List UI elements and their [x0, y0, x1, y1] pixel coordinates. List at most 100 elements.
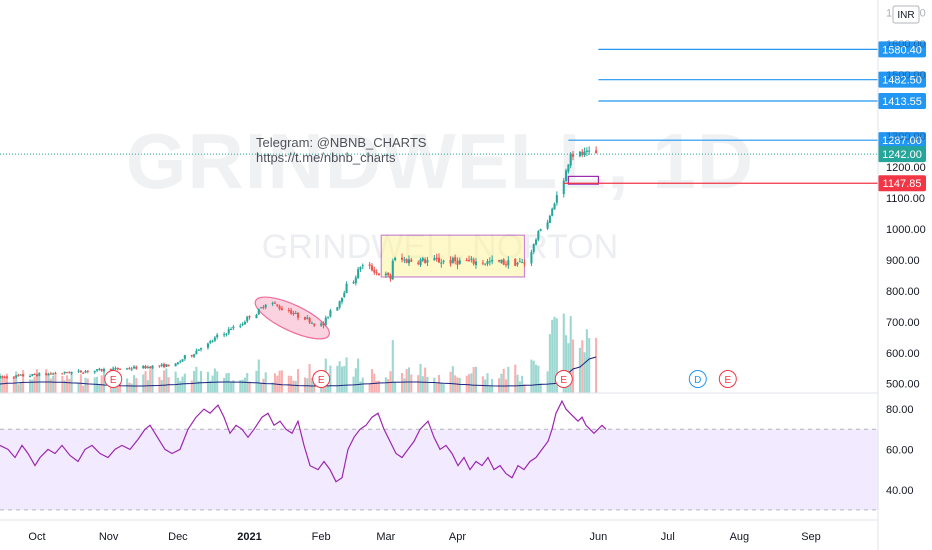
volume-bar: [417, 375, 420, 393]
currency-badge[interactable]: [892, 5, 920, 24]
volume-bar: [28, 379, 32, 393]
candle-body: [521, 262, 524, 264]
level-label: 1242.00: [882, 149, 922, 161]
candle-body: [338, 301, 341, 308]
candle-body: [174, 363, 177, 367]
candle-body: [86, 370, 89, 372]
volume-bar: [384, 377, 387, 393]
candle-body: [491, 259, 494, 262]
volume-bar: [486, 373, 489, 393]
rsi-axis[interactable]: 40.00 60.00 80.00: [886, 404, 914, 497]
candle-body: [306, 317, 309, 319]
volume-bar: [310, 377, 313, 393]
candle-body: [595, 150, 598, 153]
volume-bar: [530, 359, 533, 393]
candle-body: [297, 312, 300, 318]
candle-body: [583, 151, 586, 156]
volume-bar: [195, 366, 198, 393]
volume-bar: [507, 366, 510, 393]
volume-bar: [523, 384, 526, 393]
event-marker[interactable]: [718, 370, 737, 388]
volume-bar: [426, 376, 429, 393]
candle-body: [530, 252, 533, 264]
level-label-box: [878, 132, 926, 149]
time-axis[interactable]: Oct Nov Dec 2021 Feb Mar Apr Jun Jul Aug Sep: [28, 531, 820, 543]
time-tick-label: Jun: [590, 531, 608, 543]
candle-body: [149, 366, 152, 369]
candle-body: [213, 337, 216, 341]
volume-bar: [481, 376, 484, 393]
volume-bar: [77, 383, 80, 393]
volume-bar: [47, 374, 50, 393]
candle-body: [273, 302, 276, 304]
volume-bar: [400, 373, 404, 393]
volume-bar: [403, 378, 406, 393]
candle-body: [320, 323, 323, 326]
level-label: 1287.00: [882, 135, 922, 147]
price-tick-label: 1000.00: [886, 224, 926, 236]
candle-body: [49, 373, 52, 375]
candle-body: [571, 154, 575, 157]
telegram-info: Telegram: @NBNB_CHARTS: [256, 135, 427, 150]
annotations-front: [567, 175, 600, 185]
candle-body: [405, 259, 408, 263]
candle-body: [52, 373, 55, 375]
level-label: 1147.85: [883, 178, 922, 190]
volume-bar: [521, 375, 524, 393]
volume-bar: [63, 380, 66, 393]
volume-bar: [144, 371, 147, 393]
volume-bar: [442, 384, 445, 393]
candle-body: [167, 364, 170, 367]
candle-body: [93, 370, 96, 373]
candle-body: [278, 306, 281, 309]
volume-bar: [354, 368, 357, 393]
candle-body: [70, 371, 73, 374]
candle-body: [15, 375, 18, 378]
candle-body: [518, 261, 521, 263]
volume-bar: [437, 374, 441, 393]
volume-bar: [199, 371, 203, 393]
event-marker[interactable]: [688, 370, 707, 388]
event-marker[interactable]: [554, 370, 573, 388]
volume-bar: [387, 379, 390, 393]
rsi-tick-label: 80.00: [886, 404, 914, 416]
candle-body: [128, 368, 131, 370]
candle-body: [410, 259, 413, 262]
candle-body: [158, 365, 161, 367]
candle-body: [322, 323, 325, 326]
volume-bar: [61, 375, 64, 393]
event-marker[interactable]: [104, 370, 123, 388]
candle-body: [225, 333, 228, 335]
symbol-watermark: GRINDWELL, 1D: [126, 117, 754, 205]
volume-bar: [45, 369, 48, 393]
candle-body: [352, 282, 355, 284]
candle-body: [470, 258, 473, 260]
candle-body: [303, 316, 307, 320]
volume-bar: [190, 380, 193, 393]
volume-bar: [31, 379, 34, 393]
candle-body: [264, 304, 267, 308]
candle-body: [562, 180, 565, 195]
candle-body: [116, 367, 119, 370]
volume-bar: [128, 382, 131, 393]
candle-body: [370, 265, 374, 271]
candle-body: [195, 350, 198, 355]
candle-body: [581, 151, 584, 156]
candle-body: [451, 257, 454, 264]
volume-bar: [410, 374, 413, 393]
candle-body: [433, 258, 436, 261]
volume-bar: [225, 373, 228, 393]
volume-bar: [223, 377, 226, 393]
volume-bar: [15, 371, 18, 393]
candle-body: [553, 203, 556, 210]
candle-body: [484, 263, 487, 265]
event-marker[interactable]: [312, 370, 331, 388]
volume-bar: [86, 378, 89, 393]
volume-bar: [357, 358, 360, 393]
volume-bar: [255, 370, 258, 393]
volume-bar: [102, 372, 106, 393]
volume-bar: [338, 361, 341, 393]
volume-bar: [500, 373, 503, 393]
